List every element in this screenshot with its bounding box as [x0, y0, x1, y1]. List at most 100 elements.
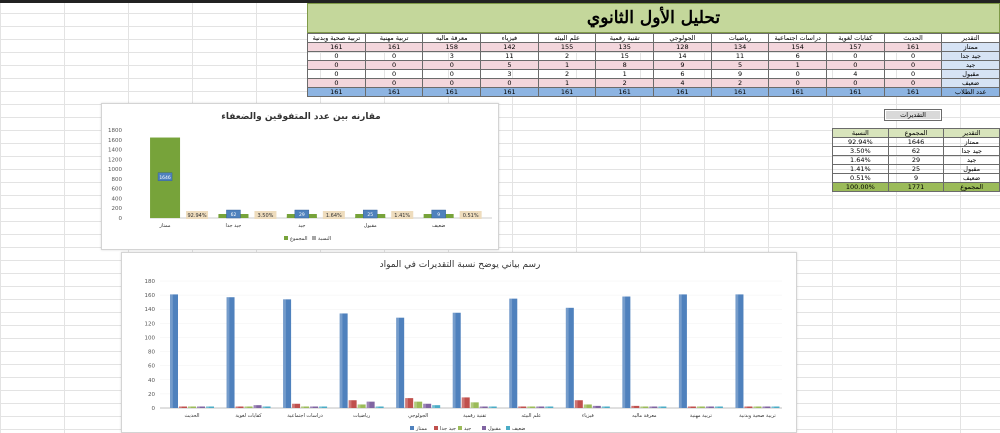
table-cell[interactable]: 1.64% — [832, 155, 889, 165]
bar-4[interactable] — [658, 406, 667, 409]
column-header[interactable]: علم البيئه — [537, 33, 597, 43]
bar-0[interactable] — [678, 294, 687, 408]
table-cell[interactable]: 100.00% — [832, 182, 889, 192]
table-cell[interactable]: 29 — [887, 155, 945, 165]
table-cell[interactable]: 155 — [537, 42, 597, 52]
column-header[interactable]: التقدير — [943, 128, 1000, 138]
table-cell[interactable]: 4 — [653, 78, 712, 88]
column-header[interactable]: المجموع — [887, 128, 945, 138]
table-cell[interactable]: 0 — [768, 78, 828, 88]
table-cell[interactable]: 0 — [883, 60, 943, 70]
table-cell[interactable]: 0 — [364, 51, 424, 61]
table-cell[interactable]: 161 — [883, 87, 943, 97]
bar-1[interactable] — [687, 406, 696, 409]
table-cell[interactable]: 157 — [826, 42, 885, 52]
table-cell[interactable]: 161 — [710, 87, 770, 97]
row-label[interactable]: عدد الطلاب — [941, 87, 1000, 97]
bar-0[interactable] — [735, 294, 744, 408]
bar-2[interactable] — [640, 406, 649, 409]
bar-3[interactable] — [705, 406, 714, 409]
bar-4[interactable] — [601, 406, 610, 409]
bar-0[interactable] — [283, 299, 292, 408]
table-cell[interactable]: 0 — [826, 60, 885, 70]
column-header[interactable]: كفايات لغوية — [826, 33, 885, 43]
bar-2[interactable] — [583, 404, 592, 408]
bar-4[interactable] — [432, 405, 441, 408]
bar-0[interactable] — [622, 296, 631, 408]
table-cell[interactable]: 14 — [653, 51, 712, 61]
bar-2[interactable] — [470, 402, 479, 408]
table-cell[interactable]: 0 — [826, 51, 885, 61]
bar-1[interactable] — [574, 400, 583, 408]
table-cell[interactable]: 142 — [480, 42, 539, 52]
bar-3[interactable] — [423, 403, 432, 408]
table-cell[interactable]: 0 — [422, 78, 482, 88]
column-header[interactable]: النسبة — [832, 128, 889, 138]
bar-1[interactable] — [744, 406, 753, 409]
bar-3[interactable] — [479, 406, 488, 409]
bar-1[interactable] — [235, 406, 244, 409]
table-cell[interactable]: ممتاز — [943, 137, 1000, 147]
table-cell[interactable]: 0 — [307, 69, 366, 79]
bar-4[interactable] — [319, 406, 328, 409]
bar-3[interactable] — [649, 406, 658, 409]
table-cell[interactable]: 25 — [887, 164, 945, 174]
table-cell[interactable]: 161 — [768, 87, 828, 97]
bar-4[interactable] — [488, 406, 497, 409]
bar-3[interactable] — [536, 406, 545, 409]
bar-1[interactable] — [348, 400, 357, 408]
table-cell[interactable]: 9 — [710, 69, 770, 79]
table-cell[interactable]: 135 — [595, 42, 655, 52]
table-cell[interactable]: 9 — [887, 173, 945, 183]
grades-button[interactable]: التقديرات — [884, 109, 942, 121]
bar-0[interactable] — [170, 294, 178, 408]
bar-2[interactable] — [244, 406, 253, 409]
table-cell[interactable]: 0 — [480, 78, 539, 88]
bar-2[interactable] — [753, 406, 762, 409]
bar-0[interactable] — [396, 317, 405, 408]
table-cell[interactable]: 161 — [595, 87, 655, 97]
table-cell[interactable]: المجموع — [943, 182, 1000, 192]
bar-0[interactable] — [565, 307, 574, 408]
table-cell[interactable]: 15 — [595, 51, 655, 61]
row-label[interactable]: جيد جدا — [941, 51, 1000, 61]
table-cell[interactable]: 161 — [480, 87, 539, 97]
table-cell[interactable]: جيد جدا — [943, 146, 1000, 156]
bar-1[interactable] — [292, 403, 301, 408]
table-cell[interactable]: 11 — [710, 51, 770, 61]
table-cell[interactable]: 6 — [768, 51, 828, 61]
comparison-chart[interactable]: مقارنه بين عدد المتفوقين والضعفاء 0 200 400… — [101, 103, 499, 250]
table-cell[interactable]: 0 — [883, 51, 943, 61]
bar-4[interactable] — [262, 406, 271, 409]
table-cell[interactable]: 8 — [595, 60, 655, 70]
bar-1[interactable] — [631, 405, 640, 408]
table-cell[interactable]: 2 — [537, 51, 597, 61]
table-cell[interactable]: 3 — [480, 69, 539, 79]
column-header[interactable]: التقدير — [941, 33, 1000, 43]
table-cell[interactable]: 6 — [653, 69, 712, 79]
column-header[interactable]: تقنية رقمية — [595, 33, 655, 43]
bar-3[interactable] — [197, 406, 205, 409]
table-cell[interactable]: 5 — [480, 60, 539, 70]
table-cell[interactable]: 1 — [595, 69, 655, 79]
table-cell[interactable]: 161 — [364, 42, 424, 52]
table-cell[interactable]: 92.94% — [832, 137, 889, 147]
table-cell[interactable]: 0 — [422, 69, 482, 79]
bar-4[interactable] — [206, 406, 214, 409]
bar-4[interactable] — [375, 406, 384, 409]
bar-2[interactable] — [357, 404, 366, 408]
column-header[interactable]: معرفة ماليه — [422, 33, 482, 43]
table-cell[interactable]: 2 — [595, 78, 655, 88]
bar-1[interactable] — [461, 397, 470, 408]
bar-0[interactable] — [226, 297, 235, 408]
table-cell[interactable]: 0 — [826, 78, 885, 88]
bar-0[interactable] — [339, 313, 348, 408]
table-cell[interactable]: 1 — [537, 60, 597, 70]
bar-1[interactable] — [518, 406, 527, 409]
bar-2[interactable] — [188, 406, 196, 409]
table-cell[interactable]: 161 — [826, 87, 885, 97]
table-cell[interactable]: 1 — [537, 78, 597, 88]
table-cell[interactable]: 9 — [653, 60, 712, 70]
table-cell[interactable]: 0.51% — [832, 173, 889, 183]
table-cell[interactable]: ضعيف — [943, 173, 1000, 183]
